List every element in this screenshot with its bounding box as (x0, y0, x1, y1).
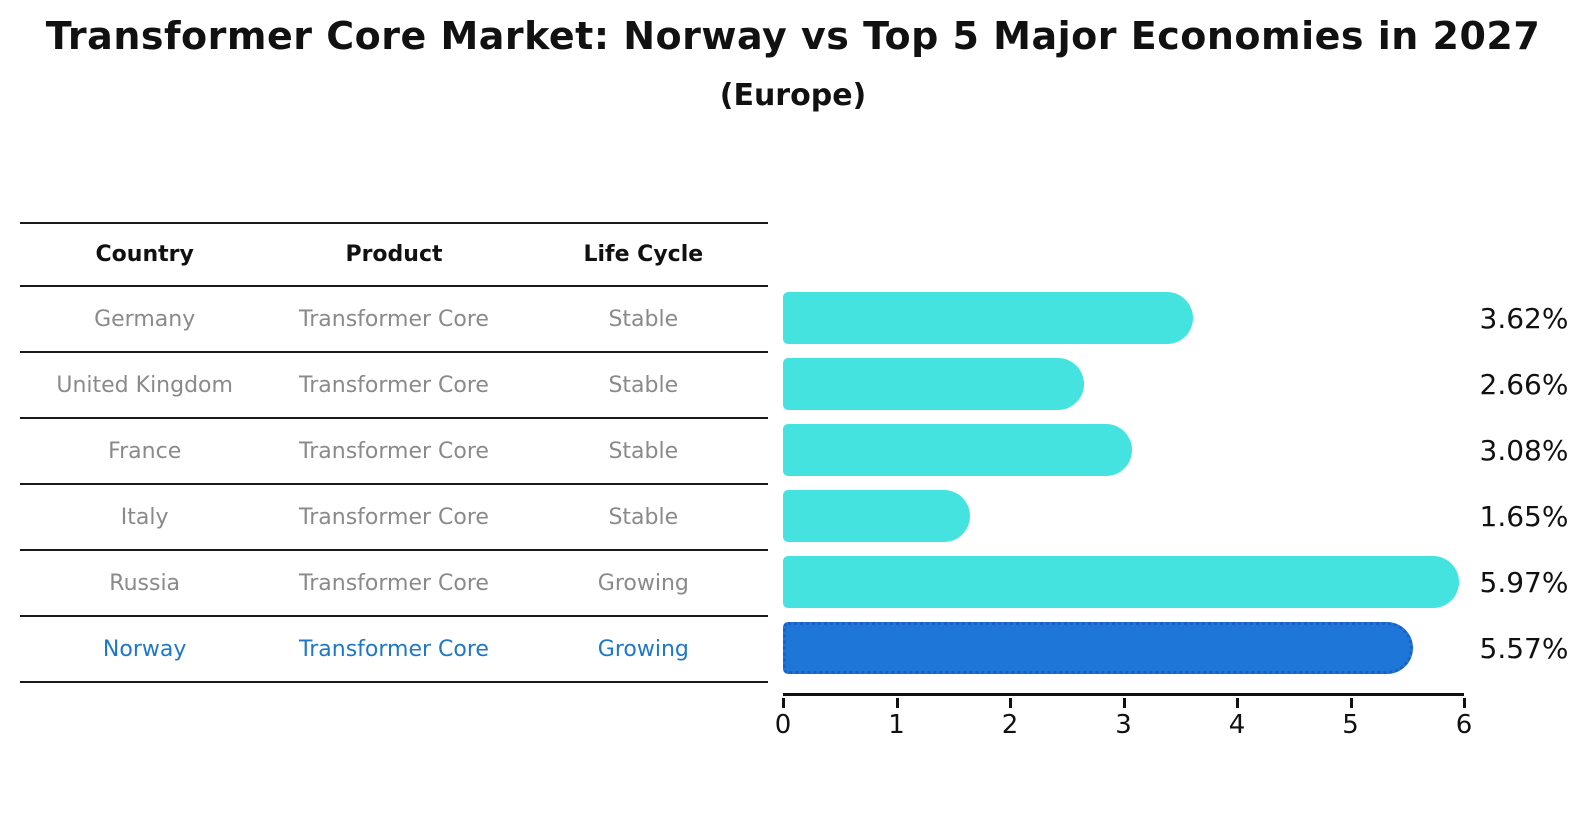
country-table: Country Product Life Cycle Germany Trans… (20, 222, 768, 683)
cell-product: Transformer Core (299, 570, 489, 596)
header-country: Country (95, 242, 194, 267)
chart-title: Transformer Core Market: Norway vs Top 5… (45, 14, 1541, 58)
bar-row (783, 615, 1462, 681)
bar-united-kingdom (783, 358, 1085, 410)
cell-product: Transformer Core (299, 306, 489, 332)
header-life-cycle: Life Cycle (583, 242, 704, 267)
table-row: Russia Transformer Core Growing (20, 551, 768, 617)
tick-mark (782, 698, 785, 708)
table-header-row: Country Product Life Cycle (20, 222, 768, 287)
tick-mark (895, 698, 899, 708)
cell-life-cycle: Growing (597, 636, 689, 662)
table-row: United Kingdom Transformer Core Stable (20, 353, 768, 419)
cell-life-cycle: Stable (608, 372, 679, 398)
cell-life-cycle: Stable (608, 504, 679, 530)
cell-country: Italy (120, 504, 169, 530)
value-label-germany: 3.62% (1479, 301, 1569, 335)
tick-mark (1236, 698, 1239, 708)
bar-italy (783, 490, 970, 542)
cell-product: Transformer Core (299, 504, 489, 530)
header-product: Product (345, 242, 443, 267)
cell-product: Transformer Core (299, 636, 489, 662)
cell-product: Transformer Core (299, 438, 489, 464)
bar-norway-highlighted (783, 622, 1414, 674)
bar-plot-area (783, 285, 1462, 681)
cell-life-cycle: Growing (597, 570, 689, 596)
tick-label: 4 (1228, 710, 1246, 740)
chart-subtitle: (Europe) (719, 78, 867, 113)
value-label-norway: 5.57% (1479, 631, 1569, 665)
tick-mark (1349, 698, 1353, 708)
cell-country: Norway (102, 636, 187, 662)
cell-product: Transformer Core (299, 372, 489, 398)
tick-label: 2 (1001, 710, 1019, 740)
table-row-norway: Norway Transformer Core Growing (20, 617, 768, 683)
bar-row (783, 483, 1462, 549)
bar-russia (783, 556, 1459, 608)
cell-country: Germany (94, 306, 196, 332)
tick-label: 5 (1342, 710, 1359, 740)
table-row: Germany Transformer Core Stable (20, 287, 768, 353)
bar-row (783, 285, 1462, 351)
tick-label: 6 (1455, 710, 1473, 740)
tick-mark (1122, 698, 1126, 708)
value-label-france: 3.08% (1479, 433, 1569, 467)
tick-mark (1463, 698, 1466, 708)
table-row: Italy Transformer Core Stable (20, 485, 768, 551)
table-row: France Transformer Core Stable (20, 419, 768, 485)
bar-row (783, 549, 1462, 615)
bar-germany (783, 292, 1193, 344)
tick-label: 3 (1115, 710, 1132, 740)
bar-row (783, 351, 1462, 417)
bar-row (783, 417, 1462, 483)
value-label-italy: 1.65% (1479, 499, 1569, 533)
cell-country: United Kingdom (56, 372, 233, 398)
value-label-column: 3.62% 2.66% 3.08% 1.65% 5.97% 5.57% (1468, 285, 1580, 681)
cell-life-cycle: Stable (608, 438, 679, 464)
bar-france (783, 424, 1132, 476)
tick-mark (1009, 698, 1012, 708)
x-axis: 0 1 2 3 4 5 6 (775, 693, 1472, 740)
value-label-russia: 5.97% (1479, 565, 1569, 599)
value-label-united-kingdom: 2.66% (1479, 367, 1569, 401)
cell-life-cycle: Stable (608, 306, 679, 332)
tick-label: 1 (888, 710, 905, 740)
cell-country: France (108, 438, 182, 464)
tick-label: 0 (774, 710, 792, 740)
cell-country: Russia (109, 570, 181, 596)
